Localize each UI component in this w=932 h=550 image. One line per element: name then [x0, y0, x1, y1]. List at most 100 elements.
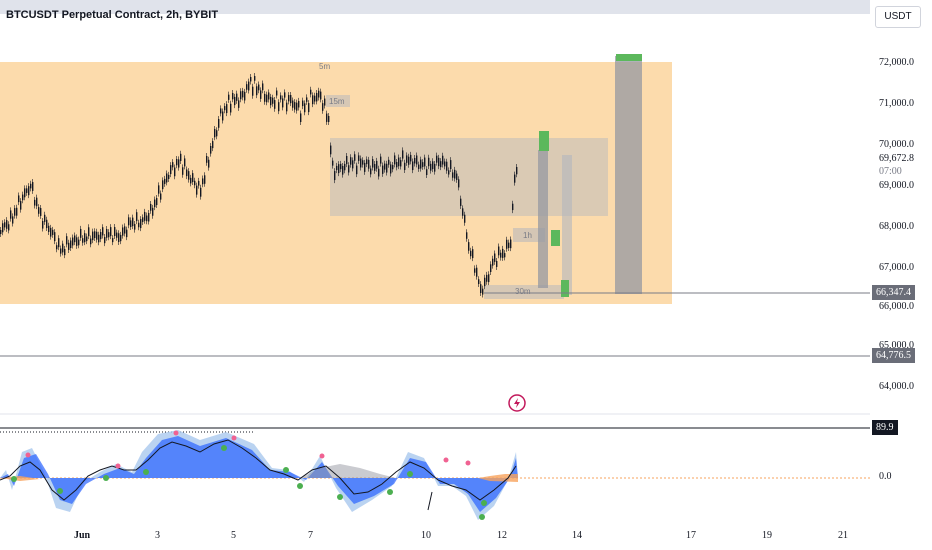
candle-body: [428, 157, 430, 167]
candle-body: [8, 224, 10, 231]
candle-body: [250, 77, 252, 82]
candle-body: [124, 226, 126, 234]
candle-body: [218, 119, 220, 128]
support-price-tag[interactable]: 66,347.4: [872, 285, 915, 300]
candlestick-series[interactable]: [0, 73, 518, 298]
candle-body: [152, 207, 154, 216]
candle-body: [492, 258, 494, 266]
candle-body: [178, 159, 180, 168]
osc-red-dot: [443, 457, 449, 463]
candle-body: [28, 186, 30, 196]
countdown-label: 07:00: [879, 166, 902, 177]
osc-red-dot: [465, 460, 471, 466]
candle-body: [458, 179, 460, 188]
lightning-icon[interactable]: [508, 394, 526, 412]
gray-bar-b[interactable]: [562, 155, 572, 295]
candle-body: [140, 219, 142, 229]
date-label: 7: [308, 530, 313, 541]
candle-body: [330, 145, 332, 155]
candle-body: [258, 84, 260, 91]
candle-body: [316, 92, 318, 102]
candle-body: [128, 217, 130, 226]
candle-body: [270, 96, 272, 106]
candle-body: [16, 207, 18, 216]
candle-body: [90, 238, 92, 245]
candle-body: [352, 160, 354, 169]
candle-body: [168, 174, 170, 179]
gray-bar-tall[interactable]: [615, 56, 642, 294]
candle-body: [484, 277, 486, 287]
candle-body: [92, 231, 94, 241]
candle-body: [114, 227, 116, 237]
candle-body: [274, 100, 276, 109]
osc-green-dot: [103, 475, 109, 481]
gray-box-15m[interactable]: [326, 95, 350, 107]
osc-gray-area: [300, 464, 396, 478]
gray-range-box[interactable]: [330, 138, 608, 216]
price-label: 71,000.0: [879, 98, 914, 109]
osc-green-dot: [297, 483, 303, 489]
price-axis[interactable]: [870, 0, 932, 550]
candle-body: [254, 76, 256, 81]
gray-box-30m[interactable]: [484, 285, 564, 299]
green-marker-2[interactable]: [551, 230, 560, 246]
candle-body: [12, 216, 14, 224]
last-price-label: 69,672.8: [879, 153, 914, 164]
label-15m: 15m: [329, 97, 345, 106]
candle-body: [456, 173, 458, 180]
candle-body: [424, 157, 426, 167]
candle-body: [206, 156, 208, 163]
candle-body: [84, 233, 86, 243]
gray-bar-a[interactable]: [538, 150, 548, 288]
candle-body: [312, 95, 314, 105]
gray-box-1h[interactable]: [513, 228, 545, 242]
candle-body: [280, 95, 282, 100]
candle-body: [406, 155, 408, 163]
candle-body: [306, 97, 308, 102]
candle-body: [332, 160, 334, 166]
candle-body: [248, 81, 250, 91]
green-marker-1[interactable]: [539, 131, 549, 151]
candle-body: [396, 162, 398, 168]
candle-body: [260, 90, 262, 99]
candle-body: [398, 157, 400, 167]
chart-canvas[interactable]: 5m 15m 1h 30m: [0, 0, 870, 550]
candle-body: [476, 267, 478, 277]
candle-body: [384, 163, 386, 170]
green-marker-3[interactable]: [561, 280, 569, 297]
osc-green-dot: [407, 471, 413, 477]
candle-body: [24, 188, 26, 198]
candle-body: [104, 237, 106, 244]
candle-body: [34, 199, 36, 206]
oscillator-value-tag[interactable]: 89.9: [872, 420, 898, 435]
candle-body: [4, 222, 6, 228]
date-label: 10: [421, 530, 431, 541]
osc-green-dot: [337, 494, 343, 500]
candle-body: [364, 162, 366, 172]
candle-body: [74, 235, 76, 243]
osc-green-dot: [387, 489, 393, 495]
candle-body: [60, 248, 62, 254]
price-label: 64,000.0: [879, 381, 914, 392]
candle-body: [196, 185, 198, 195]
candle-body: [122, 227, 124, 236]
candle-body: [454, 169, 456, 179]
candle-body: [496, 261, 498, 267]
currency-selector[interactable]: USDT: [875, 6, 921, 28]
candle-body: [94, 231, 96, 239]
candle-body: [120, 234, 122, 242]
candle-body: [348, 165, 350, 173]
candle-body: [180, 153, 182, 161]
candle-body: [488, 274, 490, 283]
osc-red-dot: [115, 463, 121, 469]
candle-body: [272, 97, 274, 104]
candle-body: [382, 165, 384, 174]
green-marker-4[interactable]: [616, 54, 642, 61]
level-price-tag[interactable]: 64,776.5: [872, 348, 915, 363]
candle-body: [426, 169, 428, 176]
candle-body: [430, 163, 432, 171]
candle-body: [328, 115, 330, 123]
chart-title[interactable]: BTCUSDT Perpetual Contract, 2h, BYBIT: [6, 9, 219, 21]
candle-body: [58, 238, 60, 248]
candle-body: [234, 96, 236, 106]
